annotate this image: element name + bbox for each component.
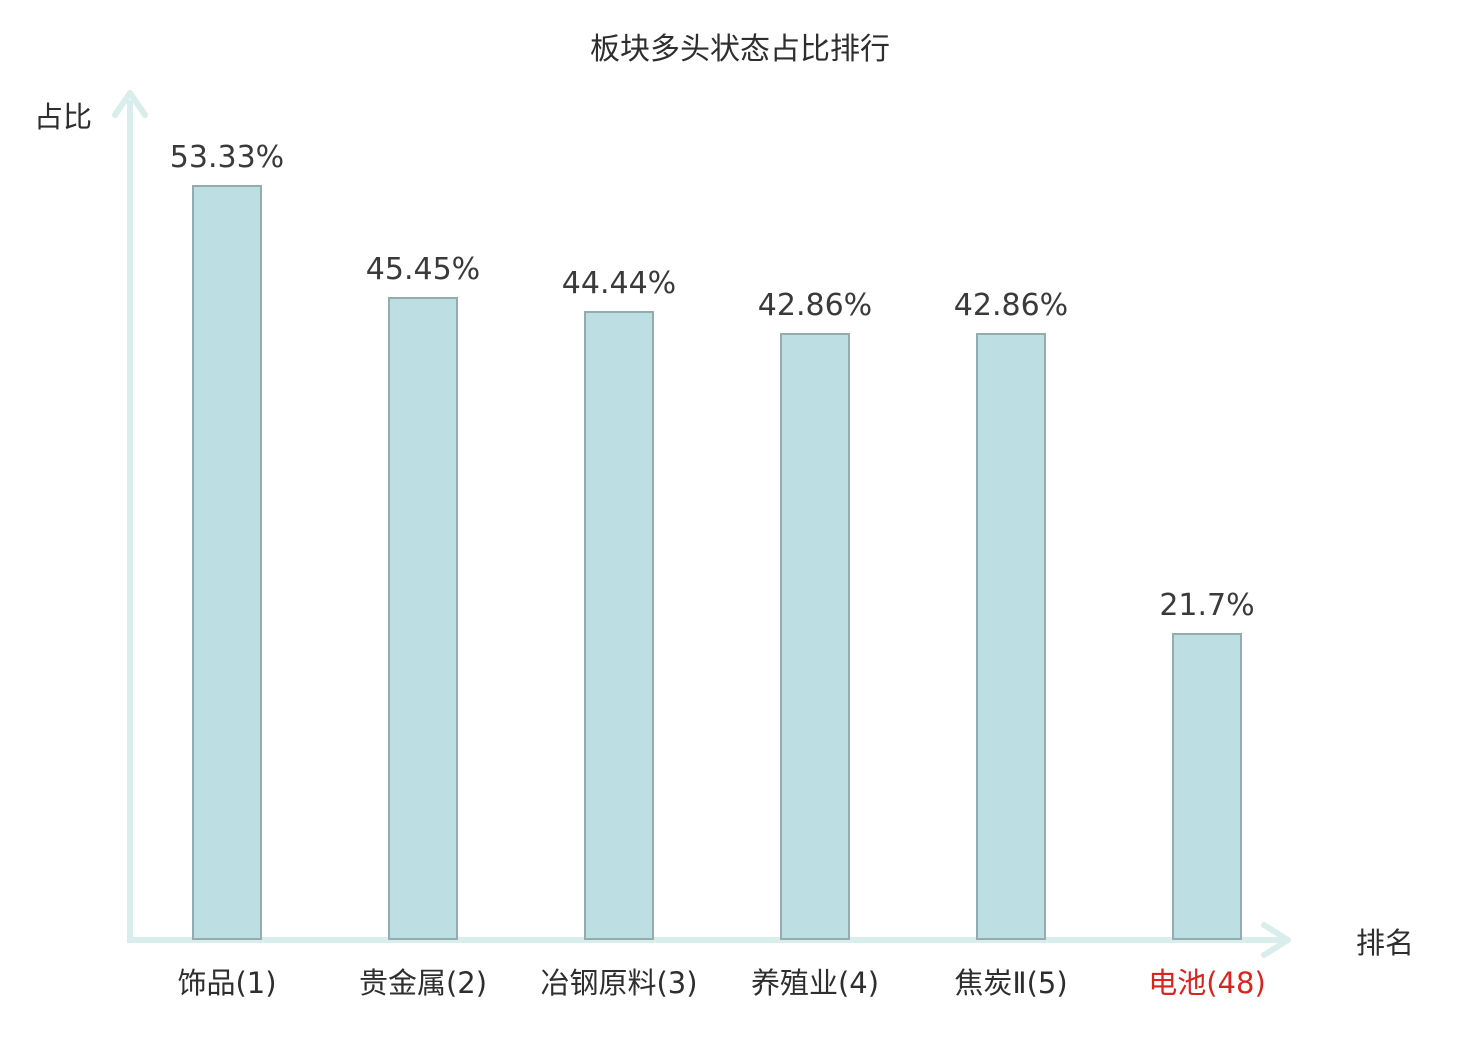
x-axis-arrow-icon	[1261, 922, 1291, 958]
bar-value-label: 53.33%	[169, 140, 285, 175]
chart-title: 板块多头状态占比排行	[590, 32, 890, 67]
bar	[780, 333, 850, 940]
bar-value-label: 42.86%	[953, 288, 1069, 323]
bar-value-label: 44.44%	[561, 266, 677, 301]
bar	[388, 297, 458, 940]
bar	[976, 333, 1046, 940]
bar-value-label: 42.86%	[757, 288, 873, 323]
y-axis-arrow-icon	[112, 90, 148, 118]
x-tick-label: 贵金属(2)	[358, 966, 488, 1000]
x-tick-label: 冶钢原料(3)	[540, 966, 698, 1000]
x-tick-label: 养殖业(4)	[750, 966, 880, 1000]
bar	[192, 185, 262, 940]
bar-value-label: 45.45%	[365, 252, 481, 287]
x-axis-label: 排名	[1356, 926, 1415, 960]
bar	[1172, 633, 1242, 940]
x-tick-label: 电池(48)	[1148, 966, 1266, 1000]
x-tick-label: 饰品(1)	[177, 966, 277, 1000]
bar	[584, 311, 654, 940]
y-axis-label: 占比	[34, 100, 93, 134]
bar-value-label: 21.7%	[1159, 588, 1255, 623]
x-tick-label: 焦炭Ⅱ(5)	[954, 966, 1068, 1000]
